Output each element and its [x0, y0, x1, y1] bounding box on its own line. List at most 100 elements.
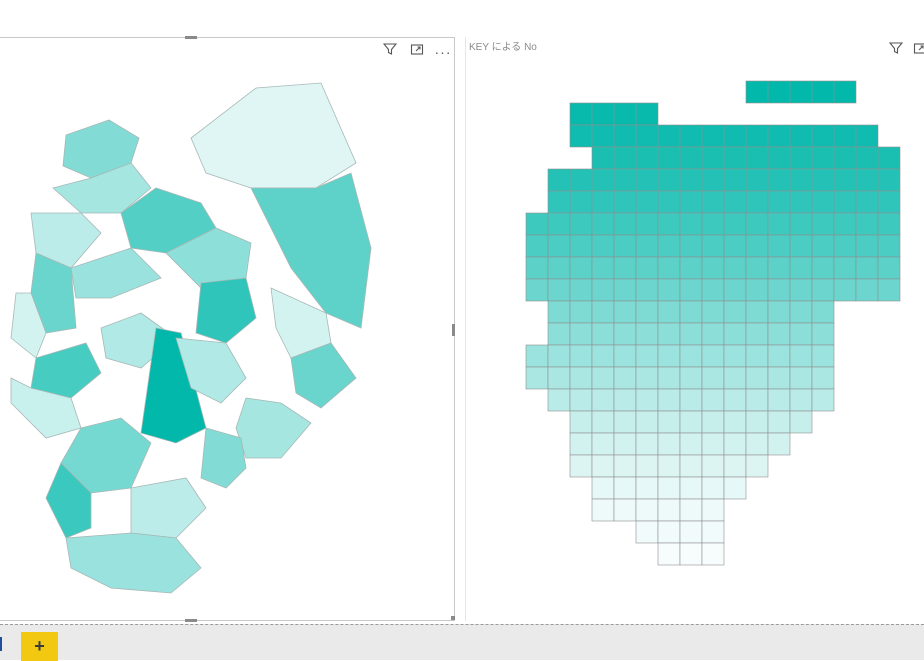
grid-cell[interactable] [570, 323, 592, 345]
grid-cell[interactable] [834, 235, 856, 257]
grid-cell[interactable] [614, 323, 636, 345]
grid-cell[interactable] [614, 257, 636, 279]
grid-cell[interactable] [592, 169, 614, 191]
grid-cell[interactable] [592, 125, 614, 147]
grid-cell[interactable] [834, 257, 856, 279]
grid-cell[interactable] [614, 455, 636, 477]
grid-cell[interactable] [834, 213, 856, 235]
map-region[interactable] [71, 248, 161, 298]
grid-cell[interactable] [636, 367, 658, 389]
grid-cell[interactable] [680, 455, 702, 477]
grid-cell[interactable] [570, 389, 592, 411]
grid-cell[interactable] [658, 367, 680, 389]
grid-cell[interactable] [790, 147, 812, 169]
grid-cell[interactable] [746, 147, 768, 169]
grid-cell[interactable] [702, 389, 724, 411]
grid-cell[interactable] [768, 367, 790, 389]
grid-cell[interactable] [592, 433, 614, 455]
grid-cell[interactable] [592, 279, 614, 301]
grid-cell[interactable] [658, 477, 680, 499]
grid-cell[interactable] [548, 213, 570, 235]
grid-cell[interactable] [702, 279, 724, 301]
map-region[interactable] [196, 278, 256, 343]
map-region[interactable] [236, 398, 311, 458]
grid-cell[interactable] [614, 235, 636, 257]
grid-cell[interactable] [702, 301, 724, 323]
grid-cell[interactable] [790, 257, 812, 279]
map-region[interactable] [31, 343, 101, 398]
grid-cell[interactable] [548, 389, 570, 411]
grid-cell[interactable] [746, 169, 768, 191]
grid-cell[interactable] [856, 279, 878, 301]
grid-cell[interactable] [592, 213, 614, 235]
grid-cell[interactable] [636, 301, 658, 323]
grid-cell[interactable] [834, 81, 856, 103]
grid-cell[interactable] [680, 499, 702, 521]
grid-cell[interactable] [768, 411, 790, 433]
grid-cell[interactable] [724, 455, 746, 477]
grid-cell[interactable] [592, 235, 614, 257]
grid-cell[interactable] [614, 367, 636, 389]
grid-cell[interactable] [702, 455, 724, 477]
grid-cell[interactable] [702, 257, 724, 279]
grid-cell[interactable] [526, 367, 548, 389]
grid-cell[interactable] [570, 345, 592, 367]
grid-cell[interactable] [812, 279, 834, 301]
grid-cell[interactable] [702, 499, 724, 521]
grid-cell[interactable] [570, 279, 592, 301]
grid-cell[interactable] [526, 279, 548, 301]
grid-cell[interactable] [570, 169, 592, 191]
grid-cell[interactable] [768, 433, 790, 455]
grid-cell[interactable] [570, 213, 592, 235]
grid-cell[interactable] [724, 433, 746, 455]
grid-cell[interactable] [548, 367, 570, 389]
grid-cell[interactable] [614, 125, 636, 147]
grid-cell[interactable] [548, 191, 570, 213]
grid-cell[interactable] [856, 125, 878, 147]
grid-cell[interactable] [878, 279, 900, 301]
grid-cell[interactable] [658, 433, 680, 455]
grid-cell[interactable] [526, 257, 548, 279]
grid-cell[interactable] [812, 367, 834, 389]
grid-cell[interactable] [856, 191, 878, 213]
grid-cell[interactable] [570, 411, 592, 433]
grid-cell[interactable] [790, 279, 812, 301]
grid-cell[interactable] [746, 367, 768, 389]
grid-cell[interactable] [658, 389, 680, 411]
grid-cell[interactable] [724, 235, 746, 257]
grid-cell[interactable] [768, 125, 790, 147]
grid-cell[interactable] [636, 191, 658, 213]
grid-cell[interactable] [592, 455, 614, 477]
grid-cell[interactable] [680, 213, 702, 235]
grid-cell[interactable] [614, 191, 636, 213]
grid-cell[interactable] [790, 191, 812, 213]
grid-cell[interactable] [768, 169, 790, 191]
grid-cell[interactable] [570, 301, 592, 323]
grid-cell[interactable] [746, 323, 768, 345]
grid-cell[interactable] [724, 323, 746, 345]
grid-cell[interactable] [790, 235, 812, 257]
page-tab[interactable] [0, 637, 5, 651]
grid-cell[interactable] [614, 213, 636, 235]
grid-cell[interactable] [680, 169, 702, 191]
grid-cell[interactable] [680, 543, 702, 565]
grid-cell[interactable] [790, 411, 812, 433]
grid-cell[interactable] [526, 213, 548, 235]
grid-cell[interactable] [724, 169, 746, 191]
grid-cell[interactable] [768, 301, 790, 323]
grid-cell[interactable] [834, 125, 856, 147]
grid-cell[interactable] [834, 169, 856, 191]
grid-cell[interactable] [680, 147, 702, 169]
grid-cell[interactable] [548, 345, 570, 367]
grid-cell[interactable] [812, 235, 834, 257]
grid-cell[interactable] [746, 125, 768, 147]
grid-cell[interactable] [790, 169, 812, 191]
grid-cell[interactable] [592, 345, 614, 367]
grid-cell[interactable] [768, 235, 790, 257]
grid-cell[interactable] [570, 235, 592, 257]
grid-cell[interactable] [570, 257, 592, 279]
grid-cell[interactable] [724, 389, 746, 411]
grid-cell[interactable] [658, 499, 680, 521]
grid-cell[interactable] [746, 433, 768, 455]
grid-cell[interactable] [636, 257, 658, 279]
